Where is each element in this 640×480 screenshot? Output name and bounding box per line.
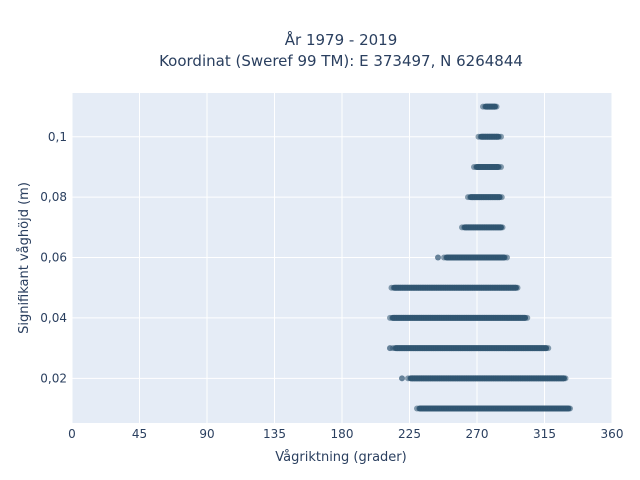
data-point — [514, 284, 521, 291]
band-6 — [459, 224, 506, 231]
y-axis-ticks: 0,02 0,04 0,06 0,08 0,1 — [40, 130, 67, 386]
band-2 — [387, 345, 552, 352]
band-9 — [475, 133, 504, 140]
chart-title-line1: År 1979 - 2019 — [285, 30, 398, 49]
band-8 — [471, 163, 504, 170]
x-tick-label: 45 — [132, 427, 147, 441]
data-point — [567, 405, 573, 412]
data-point — [504, 254, 510, 261]
y-tick-label: 0,04 — [40, 311, 67, 325]
y-tick-label: 0,06 — [40, 251, 67, 265]
x-tick-label: 225 — [398, 427, 421, 441]
x-axis-title: Vågriktning (grader) — [275, 450, 406, 465]
data-point-outlier — [399, 375, 405, 382]
data-point — [499, 224, 506, 231]
data-point — [493, 103, 500, 110]
x-tick-label: 180 — [331, 427, 354, 441]
y-tick-label: 0,08 — [40, 190, 67, 204]
data-point-outlier — [435, 254, 441, 261]
data-point — [498, 133, 504, 140]
data-point — [498, 163, 504, 170]
chart-title-line2: Koordinat (Sweref 99 TM): E 373497, N 62… — [159, 52, 523, 70]
band-1 — [399, 375, 569, 382]
band-10 — [480, 103, 500, 110]
data-point — [524, 314, 531, 321]
band-7 — [465, 194, 505, 201]
band-0 — [414, 405, 573, 412]
x-tick-label: 360 — [601, 427, 624, 441]
y-tick-label: 0,02 — [40, 371, 67, 385]
band-3 — [387, 314, 531, 321]
x-tick-label: 135 — [263, 427, 286, 441]
x-axis-ticks: 0 45 90 135 180 225 270 315 360 — [68, 427, 623, 441]
data-point — [498, 194, 505, 201]
x-tick-label: 90 — [199, 427, 214, 441]
band-4 — [388, 284, 521, 291]
y-tick-label: 0,1 — [48, 130, 67, 144]
x-tick-label: 315 — [533, 427, 556, 441]
band-5 — [435, 254, 510, 261]
x-tick-label: 270 — [466, 427, 489, 441]
x-tick-label: 0 — [68, 427, 76, 441]
data-point — [545, 345, 552, 352]
y-axis-title: Signifikant våghöjd (m) — [17, 182, 32, 334]
data-point-outlier — [387, 345, 393, 352]
data-point — [562, 375, 569, 382]
data-points — [387, 103, 573, 412]
